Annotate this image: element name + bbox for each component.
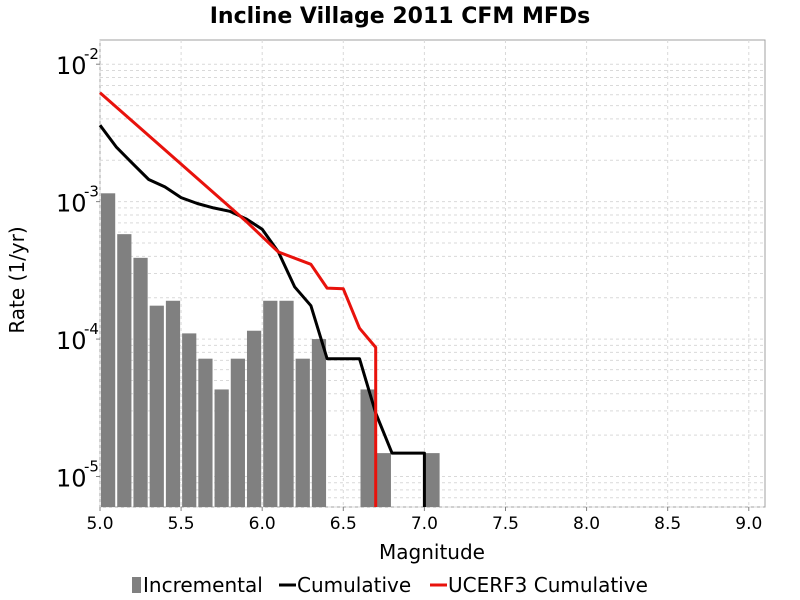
x-tick-label: 7.0: [411, 514, 438, 534]
incremental-bar: [279, 300, 294, 507]
incremental-bar: [425, 453, 440, 507]
incremental-bar: [214, 389, 229, 507]
chart-title: Incline Village 2011 CFM MFDs: [210, 4, 591, 29]
x-axis-label: Magnitude: [379, 540, 485, 564]
incremental-bar: [263, 300, 278, 507]
incremental-bars: [101, 193, 440, 507]
y-tick-label: 10: [56, 190, 87, 218]
incremental-bar: [133, 257, 148, 507]
cumulative-line: [98, 124, 426, 507]
incremental-bar: [198, 358, 213, 507]
x-tick-label: 9.0: [735, 514, 762, 534]
incremental-bar: [376, 453, 391, 507]
x-tick-label: 8.0: [573, 514, 600, 534]
x-tick-label: 8.5: [654, 514, 681, 534]
x-tick-label: 6.0: [249, 514, 276, 534]
incremental-bar: [230, 358, 245, 507]
x-tick-label: 7.5: [492, 514, 519, 534]
incremental-bar: [311, 339, 327, 507]
x-tick-label: 5.5: [168, 514, 195, 534]
ucerf3-cumulative-line: [99, 91, 378, 507]
incremental-bar: [182, 333, 197, 507]
legend-label-cumulative: Cumulative: [297, 573, 411, 597]
incremental-bar: [295, 358, 310, 507]
incremental-bar: [149, 305, 164, 507]
incremental-bar: [117, 234, 132, 507]
x-tick-label: 6.5: [330, 514, 357, 534]
y-tick-label: 10: [56, 327, 87, 355]
incremental-bar: [165, 300, 181, 507]
x-axis-ticks: 5.0 5.5 6.0 6.5 7.0 7.5 8.0 8.5 9.0: [86, 507, 762, 534]
y-tick-exponent: -4: [84, 320, 99, 338]
y-tick-label: 10: [56, 465, 87, 493]
y-axis-ticks: 10-510-410-310-2: [56, 45, 100, 493]
x-tick-label: 5.0: [86, 514, 113, 534]
legend-label-incremental: Incremental: [143, 573, 263, 597]
legend-label-ucerf3: UCERF3 Cumulative: [448, 573, 648, 597]
y-tick-exponent: -5: [84, 458, 99, 476]
cumulative-lines: [98, 91, 426, 507]
y-tick-exponent: -3: [84, 183, 99, 201]
incremental-bar: [360, 389, 375, 507]
incremental-bar: [101, 193, 116, 507]
y-axis-label: Rate (1/yr): [5, 226, 29, 333]
y-tick-label: 10: [56, 52, 87, 80]
y-tick-exponent: -2: [84, 45, 99, 63]
legend-swatch-incremental: [132, 577, 141, 593]
incremental-bar: [246, 330, 262, 507]
legend: Incremental Cumulative UCERF3 Cumulative: [132, 573, 648, 597]
